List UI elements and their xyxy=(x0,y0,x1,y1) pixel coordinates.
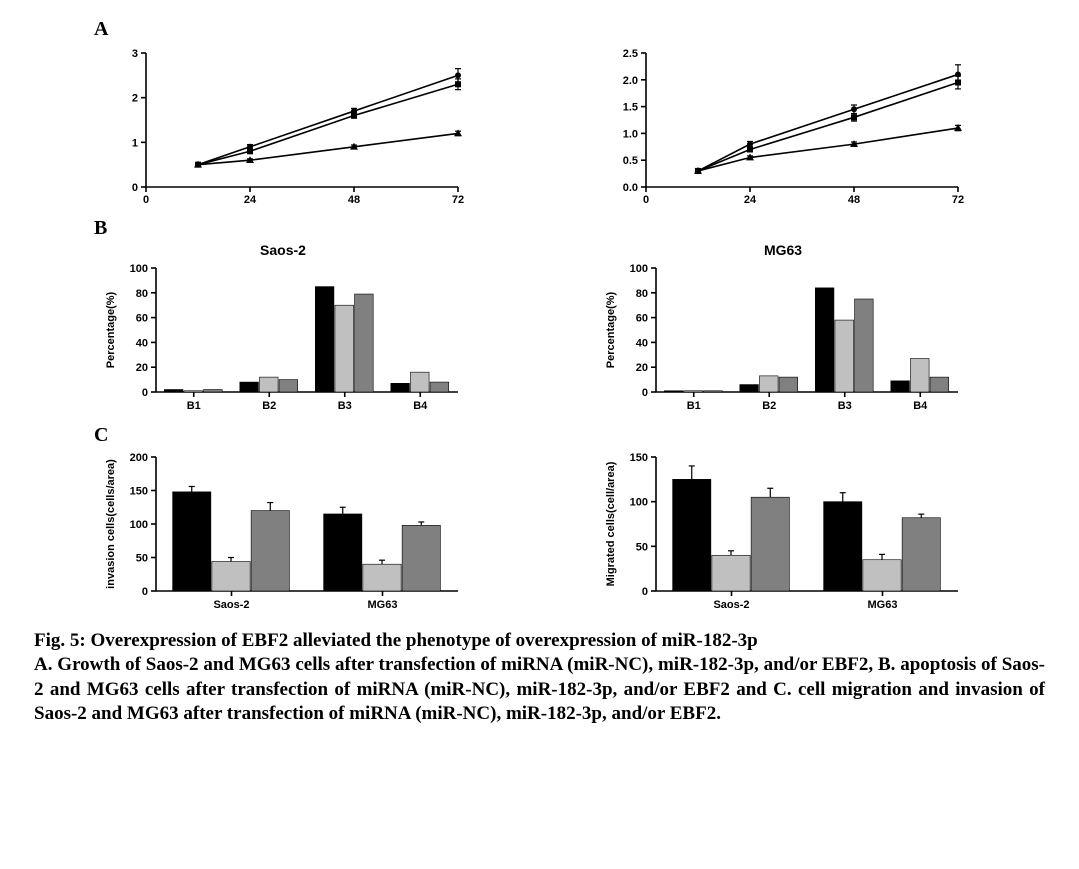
svg-text:20: 20 xyxy=(636,362,648,374)
panel-a-left: 0 1 2 3 0 24 48 72 xyxy=(98,43,468,213)
panel-c-row: 0 50 100 150 200 invasion cells(cells/area) Sa… xyxy=(28,449,1051,619)
svg-text:72: 72 xyxy=(952,194,964,206)
svg-text:MG63: MG63 xyxy=(368,599,398,611)
svg-text:B2: B2 xyxy=(762,400,776,412)
svg-text:100: 100 xyxy=(130,263,148,275)
svg-text:60: 60 xyxy=(136,313,148,325)
caption-title: Fig. 5: Overexpression of EBF2 alleviate… xyxy=(34,630,758,651)
svg-text:Saos-2: Saos-2 xyxy=(213,599,249,611)
svg-text:0.5: 0.5 xyxy=(623,155,638,167)
caption-body: A. Growth of Saos-2 and MG63 cells after… xyxy=(34,654,1045,724)
svg-text:2.5: 2.5 xyxy=(623,48,638,60)
panel-a-right: 0.0 0.5 1.0 1.5 2.0 2.5 0 24 48 72 xyxy=(598,43,968,213)
panel-a-row: 0 1 2 3 0 24 48 72 0.0 0.5 1.0 1.5 2.0 2.5 0 24 48 72 xyxy=(28,43,1051,213)
svg-text:0: 0 xyxy=(142,586,148,598)
svg-text:MG63: MG63 xyxy=(868,599,898,611)
svg-text:B1: B1 xyxy=(187,400,201,412)
svg-text:72: 72 xyxy=(452,194,464,206)
panel-b-left: Saos-2 0 20 40 60 80 100 Percentage(%) B1 B2 B3 B4 xyxy=(98,242,468,420)
svg-text:100: 100 xyxy=(630,263,648,275)
svg-text:150: 150 xyxy=(130,486,148,498)
svg-text:B4: B4 xyxy=(913,400,928,412)
svg-text:200: 200 xyxy=(130,452,148,464)
svg-text:B2: B2 xyxy=(262,400,276,412)
figure-5: A 01230244872 0.00.51.01.52.02.50244872 … xyxy=(28,18,1051,726)
svg-text:B3: B3 xyxy=(838,400,852,412)
panel-label-a: A xyxy=(94,18,1051,41)
svg-text:100: 100 xyxy=(630,497,648,509)
figure-caption: Fig. 5: Overexpression of EBF2 alleviate… xyxy=(28,629,1051,726)
svg-text:3: 3 xyxy=(132,48,138,60)
svg-text:24: 24 xyxy=(244,194,257,206)
svg-text:80: 80 xyxy=(136,288,148,300)
svg-text:Percentage(%): Percentage(%) xyxy=(605,291,617,368)
svg-text:Saos-2: Saos-2 xyxy=(713,599,749,611)
svg-text:B1: B1 xyxy=(687,400,701,412)
svg-text:48: 48 xyxy=(848,194,860,206)
svg-text:invasion cells(cells/area): invasion cells(cells/area) xyxy=(105,459,117,589)
svg-text:0: 0 xyxy=(642,586,648,598)
bar-chart-migration: 0 50 100 150 Migrated cells(cell/area) Saos-2… xyxy=(598,449,968,619)
svg-text:0: 0 xyxy=(642,387,648,399)
svg-text:0: 0 xyxy=(142,387,148,399)
svg-text:60: 60 xyxy=(636,313,648,325)
bar-title-mg63: MG63 xyxy=(598,242,968,258)
bar-title-saos2: Saos-2 xyxy=(98,242,468,258)
svg-text:0: 0 xyxy=(143,194,149,206)
svg-text:50: 50 xyxy=(636,541,648,553)
svg-text:40: 40 xyxy=(136,337,148,349)
svg-text:50: 50 xyxy=(136,553,148,565)
panel-c-left: 0 50 100 150 200 invasion cells(cells/area) Sa… xyxy=(98,449,468,619)
panel-label-b: B xyxy=(94,217,1051,240)
svg-text:40: 40 xyxy=(636,337,648,349)
svg-text:2: 2 xyxy=(132,93,138,105)
svg-text:20: 20 xyxy=(136,362,148,374)
svg-text:1.0: 1.0 xyxy=(623,128,638,140)
svg-text:0: 0 xyxy=(643,194,649,206)
svg-text:0.0: 0.0 xyxy=(623,182,638,194)
panel-c-right: 0 50 100 150 Migrated cells(cell/area) Saos-2… xyxy=(598,449,968,619)
svg-text:Percentage(%): Percentage(%) xyxy=(105,291,117,368)
svg-text:24: 24 xyxy=(744,194,757,206)
bar-chart-invasion: 0 50 100 150 200 invasion cells(cells/area) Sa… xyxy=(98,449,468,619)
svg-text:Migrated cells(cell/area): Migrated cells(cell/area) xyxy=(605,461,617,586)
line-chart-mg63: 0.0 0.5 1.0 1.5 2.0 2.5 0 24 48 72 xyxy=(598,43,968,213)
line-chart-saos2: 0 1 2 3 0 24 48 72 xyxy=(98,43,468,213)
svg-text:2.0: 2.0 xyxy=(623,75,638,87)
svg-text:0: 0 xyxy=(132,182,138,194)
panel-b-row: Saos-2 0 20 40 60 80 100 Percentage(%) B1 B2 B3 B4… xyxy=(28,242,1051,420)
panel-b-right: MG63 0 20 40 60 80 100 Percentage(%) B1 B2 B3 B4 xyxy=(598,242,968,420)
svg-text:1: 1 xyxy=(132,137,138,149)
svg-text:150: 150 xyxy=(630,452,648,464)
svg-text:48: 48 xyxy=(348,194,360,206)
panel-label-c: C xyxy=(94,424,1051,447)
svg-text:80: 80 xyxy=(636,288,648,300)
svg-text:B4: B4 xyxy=(413,400,428,412)
bar-chart-mg63: 0 20 40 60 80 100 Percentage(%) B1 B2 B3 B4 xyxy=(598,260,968,420)
svg-text:1.5: 1.5 xyxy=(623,102,638,114)
svg-text:B3: B3 xyxy=(338,400,352,412)
bar-chart-saos2: 0 20 40 60 80 100 Percentage(%) B1 B2 B3 B4 xyxy=(98,260,468,420)
svg-text:100: 100 xyxy=(130,519,148,531)
